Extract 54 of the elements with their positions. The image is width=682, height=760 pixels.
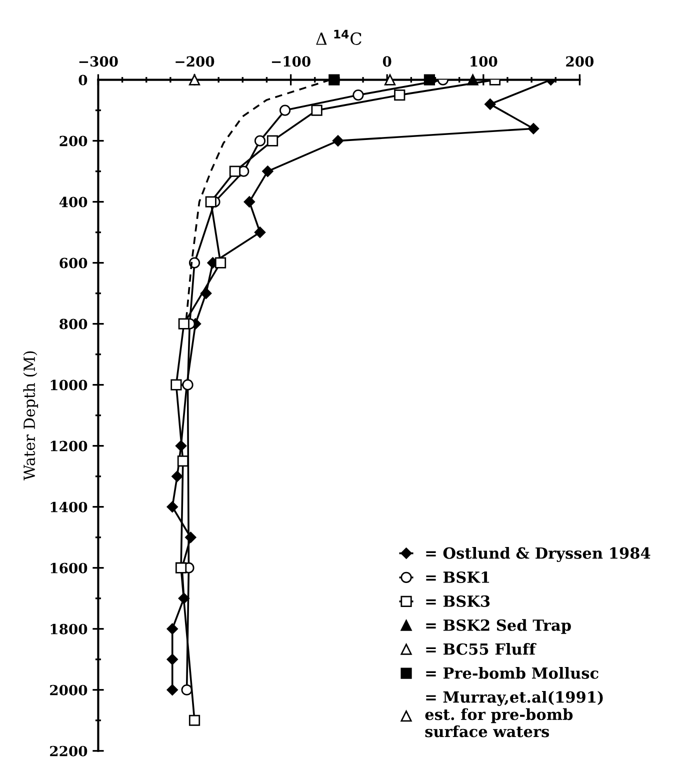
x-tick-label: −100 [272,56,310,67]
point [424,74,436,86]
legend-label: = BSK2 Sed Trap [426,619,571,634]
point [254,226,266,238]
x-axis-title: Δ $^{14}$C [316,30,362,45]
point [166,684,178,696]
point [266,135,278,146]
point [394,89,406,101]
point [166,623,178,634]
point [254,135,266,146]
legend-label: = Ostlund & Dryssen 1984 [426,547,650,562]
x-tick-label: 100 [470,56,498,67]
point [528,123,540,134]
y-tick-label: 1600 [50,562,88,574]
point [467,74,478,86]
point [205,196,216,208]
legend-label: = BC55 Fluff [426,643,536,655]
x-tick-label: 0 [382,56,392,67]
y-tick-label: 200 [60,136,88,146]
point [352,89,364,101]
x-tick-label: −200 [176,56,214,67]
point [177,456,189,467]
legend-label: = Murray,et.al(1991) est. for pre-bomb surface waters [425,690,603,738]
point [484,98,496,110]
point [172,470,183,482]
y-tick-label: 0 [78,74,88,86]
point [332,135,344,146]
y-tick-label: 1800 [50,624,88,634]
point [262,166,274,177]
point [214,257,226,268]
point [170,379,182,390]
legend-label: = BSK1 [426,571,490,584]
point [188,714,200,726]
y-tick-label: 2200 [50,746,88,756]
y-axis-title: Water Depth (M) [23,351,38,480]
x-tick-label: −300 [79,56,118,67]
y-tick-label: 1200 [50,440,88,452]
y-tick-label: 600 [60,258,88,268]
point [328,74,340,86]
y-tick-label: 2000 [50,684,88,696]
legend-label: = Pre-bomb Mollusc [426,667,598,679]
point [311,104,322,116]
y-tick-label: 1400 [50,502,88,512]
y-tick-label: 400 [59,196,88,208]
point [229,166,241,177]
point [244,196,255,208]
legend-label: = BSK3 [426,595,490,607]
x-tick-label: 200 [566,56,594,67]
y-tick-label: 800 [60,318,88,330]
y-tick-label: 1000 [50,380,88,390]
point [178,318,190,330]
point [279,104,291,116]
point [166,654,178,665]
point [166,501,178,512]
